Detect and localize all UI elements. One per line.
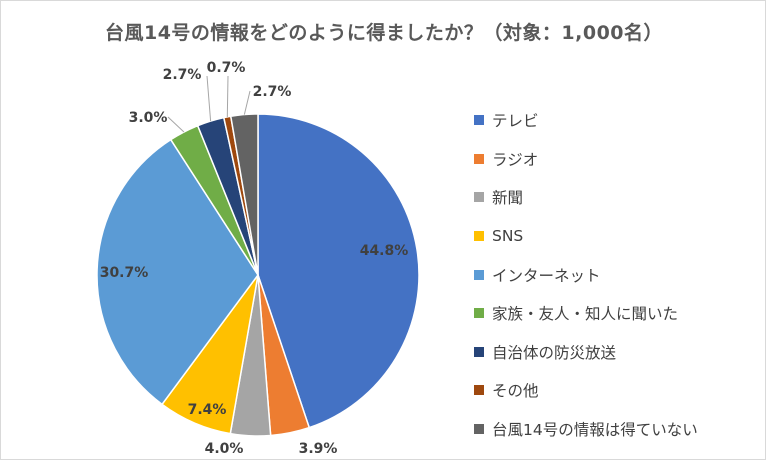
legend-label: ラジオ <box>492 150 539 169</box>
legend-item: インターネット <box>474 255 698 294</box>
pie-slice <box>257 113 420 429</box>
legend-item: SNS <box>474 217 698 256</box>
pie-slice <box>96 138 259 406</box>
legend-swatch <box>474 269 484 280</box>
data-label: 4.0% <box>205 441 244 457</box>
legend-item: 台風14号の情報は得ていない <box>474 410 698 449</box>
legend-label: SNS <box>492 227 524 246</box>
legend-swatch <box>474 308 484 319</box>
legend-swatch <box>474 192 484 203</box>
leader-line <box>167 116 185 133</box>
legend-item: 新聞 <box>474 178 698 217</box>
data-label: 2.7% <box>253 84 292 100</box>
legend-swatch <box>474 153 484 164</box>
legend-label: 家族・友人・知人に聞いた <box>492 305 679 324</box>
legend-label: その他 <box>492 382 539 401</box>
legend-item: ラジオ <box>474 140 698 179</box>
legend-swatch <box>474 231 484 242</box>
data-label: 3.0% <box>129 110 168 126</box>
legend-item: その他 <box>474 371 698 410</box>
legend-label: 台風14号の情報は得ていない <box>492 421 698 440</box>
legend-label: 新聞 <box>492 189 524 208</box>
legend-item: 家族・友人・知人に聞いた <box>474 294 698 333</box>
chart-title: 台風14号の情報をどのように得ましたか？（対象：1,000名） <box>104 22 664 44</box>
data-label: 30.7% <box>100 265 149 281</box>
pie-slice <box>229 113 259 276</box>
data-label: 2.7% <box>163 67 202 83</box>
legend-swatch <box>474 346 484 357</box>
legend: テレビラジオ新聞 SNS インターネット家族・友人・知人に聞いた 自治体の防災放送 その… <box>474 101 698 448</box>
legend-label: テレビ <box>492 112 539 131</box>
legend-swatch <box>474 115 484 126</box>
leader-line <box>226 75 229 117</box>
leader-line <box>206 75 212 122</box>
data-label: 3.9% <box>299 441 338 457</box>
legend-item: テレビ <box>474 101 698 140</box>
legend-swatch <box>474 385 484 396</box>
data-label: 0.7% <box>207 60 246 76</box>
data-label: 7.4% <box>188 402 227 418</box>
legend-label: インターネット <box>492 266 601 285</box>
leader-line <box>243 90 251 115</box>
data-label: 44.8% <box>360 243 409 259</box>
legend-swatch <box>474 424 484 435</box>
legend-label: 自治体の防災放送 <box>492 343 617 362</box>
legend-item: 自治体の防災放送 <box>474 333 698 372</box>
